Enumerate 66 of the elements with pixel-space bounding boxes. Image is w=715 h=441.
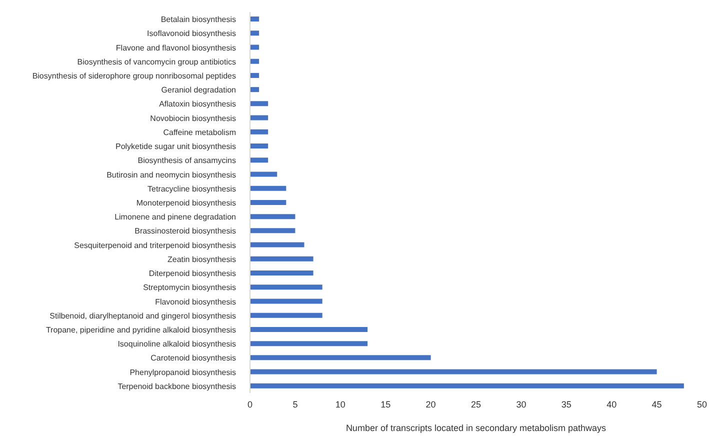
y-tick-label: Isoflavonoid biosynthesis bbox=[147, 29, 236, 38]
y-tick-label: Carotenoid biosynthesis bbox=[150, 354, 236, 363]
bar bbox=[250, 144, 268, 149]
bar bbox=[250, 242, 304, 248]
bar bbox=[250, 326, 368, 332]
y-tick-label: Biosynthesis of siderophore group nonribosomal peptides bbox=[32, 72, 236, 80]
y-tick-label: Biosynthesis of vancomycin group antibiotics bbox=[77, 57, 236, 66]
y-tick-label: Tetracycline biosynthesis bbox=[148, 184, 236, 194]
y-tick-label: Biosynthesis of ansamycins bbox=[138, 156, 236, 166]
y-tick-label: Zeatin biosynthesis bbox=[168, 254, 236, 264]
bar bbox=[250, 16, 260, 22]
x-axis-title: Number of transcripts located in secondary metabolism pathways bbox=[346, 423, 607, 433]
y-tick-label: Polyketide sugar unit biosynthesis bbox=[115, 142, 236, 152]
bar bbox=[250, 341, 368, 346]
x-tick-label: 45 bbox=[652, 399, 662, 410]
y-tick-label: Tropane, piperidine and pyridine alkaloid biosynthesis bbox=[46, 326, 236, 334]
bar bbox=[250, 228, 296, 234]
bar bbox=[250, 72, 260, 78]
bar bbox=[250, 44, 260, 50]
bar bbox=[250, 200, 286, 205]
bar bbox=[250, 270, 314, 276]
y-tick-label: Sesquiterpenoid and triterpenoid biosynthesis bbox=[74, 240, 236, 250]
y-tick-label: Isoquinoline alkaloid biosynthesis bbox=[118, 340, 236, 349]
y-tick-label: Stilbenoid, diarylheptanoid and gingerol biosynthesis bbox=[50, 311, 236, 320]
bar bbox=[250, 214, 296, 220]
y-tick-label: Butirosin and neomycin biosynthesis bbox=[106, 170, 236, 180]
bar bbox=[250, 355, 431, 360]
x-tick-label: 25 bbox=[470, 399, 482, 410]
bar bbox=[250, 30, 260, 36]
x-tick-label: 40 bbox=[606, 399, 617, 410]
bar bbox=[250, 186, 286, 191]
y-tick-label: Phenylpropanoid biosynthesis bbox=[130, 368, 236, 377]
bar bbox=[250, 298, 322, 304]
y-tick-label: Caffeine metabolism bbox=[163, 128, 236, 137]
x-tick-label: 5 bbox=[292, 399, 298, 410]
x-tick-label: 20 bbox=[426, 399, 436, 410]
bar bbox=[250, 158, 268, 163]
y-tick-label: Streptomycin biosynthesis bbox=[143, 283, 236, 292]
bar bbox=[250, 87, 260, 92]
x-tick-label: 35 bbox=[561, 399, 572, 410]
bar bbox=[250, 383, 684, 388]
y-tick-label: Geraniol degradation bbox=[161, 86, 236, 95]
bar bbox=[250, 101, 268, 106]
x-tick-label: 50 bbox=[696, 399, 708, 410]
bar bbox=[250, 129, 268, 134]
y-tick-label: Monoterpenoid biosynthesis bbox=[136, 198, 236, 208]
x-tick-label: 0 bbox=[247, 399, 253, 410]
bar bbox=[250, 369, 657, 374]
y-tick-label: Limonene and pinene degradation bbox=[114, 212, 236, 222]
bar bbox=[250, 115, 268, 120]
y-tick-label: Brassinosteroid biosynthesis bbox=[134, 226, 236, 236]
y-tick-label: Novobiocin biosynthesis bbox=[150, 114, 236, 123]
y-tick-label: Flavonoid biosynthesis bbox=[155, 297, 236, 306]
bar bbox=[250, 312, 322, 318]
x-tick-label: 15 bbox=[380, 399, 391, 410]
y-tick-label: Terpenoid backbone biosynthesis bbox=[118, 382, 236, 391]
y-tick-label: Aflatoxin biosynthesis bbox=[159, 100, 236, 109]
y-tick-label: Betalain biosynthesis bbox=[160, 15, 236, 24]
bar bbox=[250, 58, 260, 64]
y-tick-label: Flavone and flavonol biosynthesis bbox=[116, 43, 236, 52]
bar bbox=[250, 284, 322, 290]
x-tick-label: 10 bbox=[335, 399, 346, 410]
x-tick-label: 30 bbox=[516, 399, 526, 410]
y-tick-label: Diterpenoid biosynthesis bbox=[148, 269, 236, 278]
bar bbox=[250, 256, 314, 262]
bar bbox=[250, 172, 278, 177]
